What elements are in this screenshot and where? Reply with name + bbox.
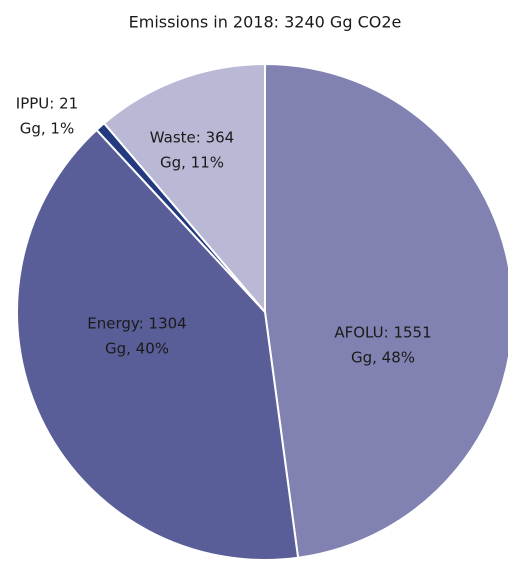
slice-label: Gg, 48% bbox=[351, 349, 415, 367]
chart-title: Emissions in 2018: 3240 Gg CO2e bbox=[129, 13, 402, 32]
slice-label: Gg, 40% bbox=[105, 340, 169, 358]
slice-label: Gg, 11% bbox=[160, 154, 224, 172]
pie-slice bbox=[102, 62, 266, 315]
pie-slice bbox=[16, 128, 300, 561]
pie-slice bbox=[264, 62, 508, 559]
slice-label: Waste: 364 bbox=[150, 129, 234, 147]
slice-label: AFOLU: 1551 bbox=[334, 324, 431, 342]
slice-label: Gg, 1% bbox=[20, 120, 74, 138]
slice-label: IPPU: 21 bbox=[16, 95, 78, 113]
slice-label: Energy: 1304 bbox=[87, 315, 186, 333]
